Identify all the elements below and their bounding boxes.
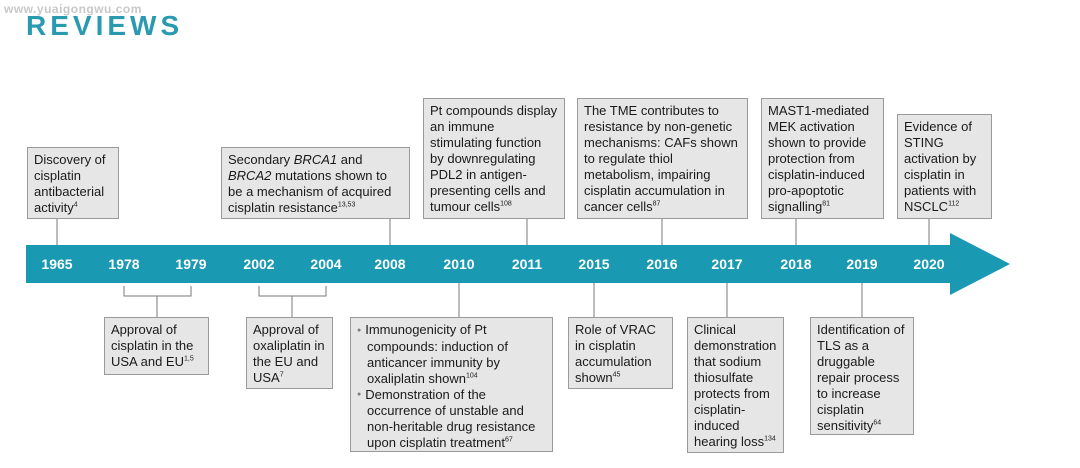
year-label-2020: 2020 xyxy=(913,256,944,272)
event-box-1965: Discovery of cisplatin antibacterial act… xyxy=(27,147,119,219)
bullet-item: Demonstration of the occurrence of unsta… xyxy=(357,387,546,452)
bracket-2002-2004 xyxy=(258,286,327,297)
watermark: www.yuaigongwu.com xyxy=(4,2,142,16)
year-labels: 1965 1978 1979 2002 2004 2008 2010 2011 2015 2016… xyxy=(41,256,944,272)
timeline-arrow xyxy=(26,233,1010,295)
event-text: Immunogenicity of Pt compounds: inductio… xyxy=(365,322,508,386)
event-text: Identification of TLS as a druggable rep… xyxy=(817,322,905,433)
event-box-1978-1979: Approval of cisplatin in the USA and EU1… xyxy=(104,317,209,375)
bracket-1978-1979 xyxy=(123,286,192,297)
event-box-2020: Evidence of STING activation by cisplati… xyxy=(897,114,992,219)
event-text: Role of VRAC in cisplatin accumulation s… xyxy=(575,322,656,385)
event-text: Clinical demonstration that sodium thios… xyxy=(694,322,777,449)
event-text: Demonstration of the occurrence of unsta… xyxy=(365,386,536,451)
event-text: The TME contributes to resistance by non… xyxy=(584,103,738,214)
reference-number: 108 xyxy=(500,200,512,208)
event-box-2019: Identification of TLS as a druggable rep… xyxy=(810,317,914,435)
year-label-2017: 2017 xyxy=(711,256,742,272)
year-label-1978: 1978 xyxy=(108,256,139,272)
event-text: MAST1-mediated MEK activation shown to p… xyxy=(768,103,870,214)
reference-number: 134 xyxy=(764,435,776,443)
event-box-2002-2004: Approval of oxaliplatin in the EU and US… xyxy=(246,317,333,389)
year-label-2008: 2008 xyxy=(374,256,405,272)
connectors xyxy=(56,219,930,317)
section-header: REVIEWS xyxy=(26,10,184,41)
year-label-2002: 2002 xyxy=(243,256,274,272)
event-text: Discovery of cisplatin antibacterial act… xyxy=(34,152,106,215)
reference-number: 104 xyxy=(466,372,478,380)
event-box-2016: The TME contributes to resistance by non… xyxy=(577,98,748,219)
event-text: Approval of oxaliplatin in the EU and US… xyxy=(253,322,325,385)
event-text: mutations shown to be a mechanism of acq… xyxy=(228,168,392,215)
reference-number: 45 xyxy=(612,371,621,379)
event-text: Secondary xyxy=(228,152,294,167)
year-label-2004: 2004 xyxy=(310,256,341,272)
event-text: Approval of cisplatin in the USA and EU xyxy=(111,322,194,369)
reference-number: 81 xyxy=(822,200,830,208)
bullet-item: Immunogenicity of Pt compounds: inductio… xyxy=(357,322,546,387)
reference-number: 1,5 xyxy=(184,355,194,363)
event-text: Evidence of STING activation by cisplati… xyxy=(904,119,977,214)
event-box-2008: Secondary BRCA1 and BRCA2 mutations show… xyxy=(221,147,410,219)
event-box-2018: MAST1-mediated MEK activation shown to p… xyxy=(761,98,884,219)
event-text: and xyxy=(337,152,363,167)
year-label-2011: 2011 xyxy=(512,256,543,272)
year-label-1979: 1979 xyxy=(175,256,206,272)
year-label-2018: 2018 xyxy=(780,256,811,272)
reference-number: 67 xyxy=(505,436,513,444)
gene-name: BRCA1 xyxy=(293,152,338,167)
reference-number: 4 xyxy=(73,201,78,209)
event-text: Pt compounds display an immune stimulati… xyxy=(430,103,558,214)
event-box-2011: Pt compounds display an immune stimulati… xyxy=(423,98,565,219)
reference-number: 13,53 xyxy=(337,201,356,209)
year-label-2010: 2010 xyxy=(443,256,474,272)
reference-number: 64 xyxy=(873,419,882,427)
year-label-2016: 2016 xyxy=(646,256,677,272)
event-box-2017: Clinical demonstration that sodium thios… xyxy=(687,317,784,453)
event-box-2015: Role of VRAC in cisplatin accumulation s… xyxy=(568,317,673,389)
year-label-2015: 2015 xyxy=(578,256,609,272)
reference-number: 87 xyxy=(652,200,661,208)
year-label-1965: 1965 xyxy=(41,256,72,272)
reference-number: 7 xyxy=(279,371,284,379)
event-box-2010: Immunogenicity of Pt compounds: inductio… xyxy=(350,317,553,452)
year-label-2019: 2019 xyxy=(846,256,877,272)
gene-name: BRCA2 xyxy=(228,168,272,183)
reference-number: 112 xyxy=(948,200,960,208)
